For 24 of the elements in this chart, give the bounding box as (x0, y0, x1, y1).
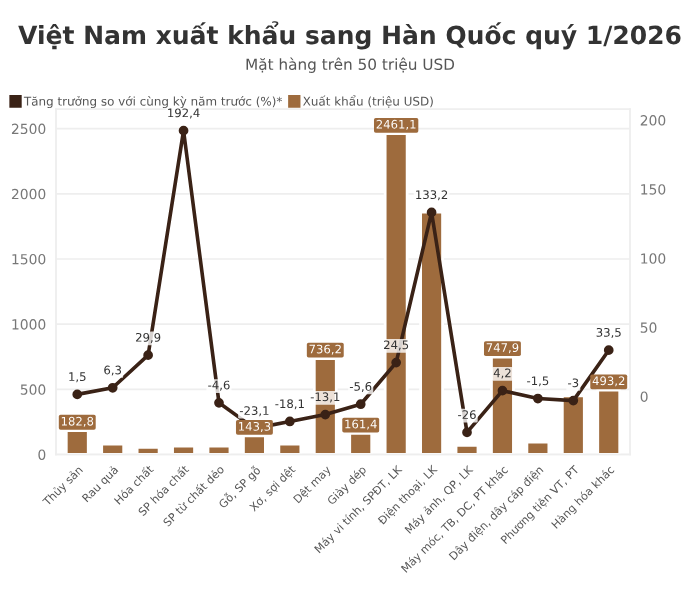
point (568, 395, 579, 406)
point (603, 345, 614, 356)
point (533, 393, 543, 404)
bar (171, 444, 196, 455)
point (391, 357, 402, 368)
point (107, 382, 118, 393)
point (497, 385, 508, 396)
point (462, 427, 472, 438)
point (178, 125, 189, 136)
bar (454, 443, 480, 455)
bar (277, 442, 303, 455)
point (284, 416, 295, 427)
bar (206, 444, 232, 455)
point (214, 397, 224, 408)
bar (419, 210, 444, 455)
point (320, 409, 331, 420)
bar (135, 445, 161, 455)
bar (525, 440, 551, 455)
point (72, 389, 83, 400)
point (426, 207, 437, 218)
chart-title: Việt Nam xuất khẩu sang Hàn Quốc quý 1/2026 (18, 21, 681, 50)
point (355, 399, 366, 410)
bar (100, 442, 126, 455)
point (143, 350, 153, 361)
